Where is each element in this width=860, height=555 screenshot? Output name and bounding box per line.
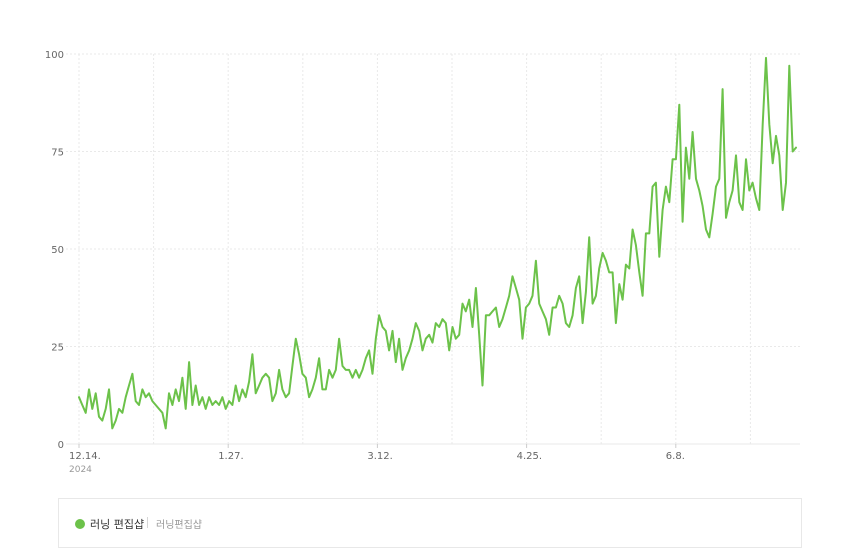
x-axis-ticks: 12.14. 1.27. 3.12. 4.25. 6.8. (69, 444, 685, 462)
y-tick-label: 100 (45, 50, 64, 61)
grid-layer (66, 53, 800, 445)
x-tick-label: 6.8. (666, 451, 685, 462)
legend-marker-icon (75, 519, 85, 529)
series-line (78, 56, 797, 430)
legend-series-name[interactable]: 러닝 편집샵 (90, 518, 145, 531)
x-tick-label: 12.14. (69, 451, 101, 462)
x-tick-label: 3.12. (367, 451, 392, 462)
y-axis-ticks: 0 25 50 75 100 (45, 50, 64, 451)
y-tick-label: 0 (58, 440, 64, 451)
y-tick-label: 50 (51, 245, 64, 256)
x-axis-year-label: 2024 (69, 465, 92, 475)
y-tick-label: 75 (51, 148, 64, 159)
legend-divider (147, 517, 148, 528)
legend-series-sublabel: 러닝편집샵 (156, 520, 202, 531)
x-tick-label: 4.25. (517, 451, 542, 462)
y-tick-label: 25 (51, 343, 64, 354)
line-chart: 0 25 50 75 100 12.14. 1.27. 3.12. 4.25. 6.8. 202… (45, 50, 800, 475)
x-tick-label: 1.27. (218, 451, 243, 462)
legend: 러닝 편집샵 러닝편집샵 (58, 498, 802, 548)
